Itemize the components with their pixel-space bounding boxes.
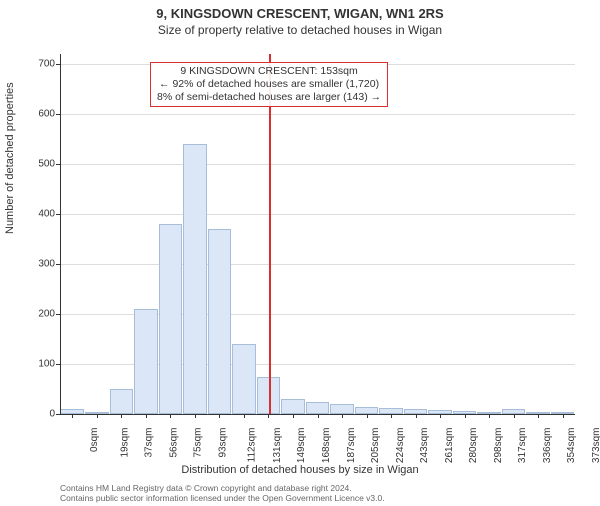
chart-plot-area: 01002003004005006007000sqm19sqm37sqm56sq…: [60, 54, 575, 414]
x-tick-label: 224sqm: [395, 428, 406, 464]
x-tick-label: 317sqm: [517, 428, 528, 464]
x-axis-title: Distribution of detached houses by size …: [0, 464, 600, 476]
annotation-line: ← 92% of detached houses are smaller (1,…: [157, 78, 381, 91]
histogram-bar: [134, 309, 158, 414]
annotation-box: 9 KINGSDOWN CRESCENT: 153sqm← 92% of det…: [150, 62, 388, 107]
histogram-bar: [232, 344, 256, 414]
histogram-bar: [208, 229, 232, 414]
x-tick-label: 298sqm: [493, 428, 504, 464]
x-tick-label: 187sqm: [346, 428, 357, 464]
x-tick-label: 56sqm: [168, 428, 179, 458]
x-tick-label: 75sqm: [193, 428, 204, 458]
footer-attribution: Contains HM Land Registry data © Crown c…: [60, 484, 385, 504]
histogram-bar: [355, 407, 379, 415]
grid-line: [60, 264, 575, 265]
chart-title: 9, KINGSDOWN CRESCENT, WIGAN, WN1 2RS: [0, 6, 600, 21]
x-tick-label: 37sqm: [144, 428, 155, 458]
annotation-line: 9 KINGSDOWN CRESCENT: 153sqm: [157, 65, 381, 78]
y-tick-label: 300: [15, 259, 55, 270]
x-tick-label: 19sqm: [119, 428, 130, 458]
x-tick-label: 336sqm: [542, 428, 553, 464]
histogram-bar: [330, 404, 354, 414]
histogram-bar: [110, 389, 134, 414]
x-tick-label: 373sqm: [591, 428, 600, 464]
grid-line: [60, 164, 575, 165]
y-tick-label: 600: [15, 109, 55, 120]
x-tick-label: 112sqm: [247, 428, 258, 463]
footer-line-2: Contains public sector information licen…: [60, 494, 385, 504]
x-tick-label: 168sqm: [321, 428, 332, 464]
y-axis-line: [60, 54, 61, 414]
marker-line: [269, 54, 271, 414]
plot-region: 01002003004005006007000sqm19sqm37sqm56sq…: [60, 54, 575, 414]
chart-subtitle: Size of property relative to detached ho…: [0, 23, 600, 37]
x-tick-label: 243sqm: [419, 428, 430, 464]
x-tick-label: 354sqm: [566, 428, 577, 464]
grid-line: [60, 114, 575, 115]
x-tick-label: 93sqm: [217, 428, 228, 458]
y-tick-label: 500: [15, 159, 55, 170]
x-tick-label: 280sqm: [468, 428, 479, 464]
y-tick-label: 700: [15, 59, 55, 70]
x-tick-label: 149sqm: [297, 428, 308, 464]
x-axis-line: [60, 414, 575, 415]
annotation-line: 8% of semi-detached houses are larger (1…: [157, 91, 381, 104]
grid-line: [60, 214, 575, 215]
histogram-bar: [306, 402, 330, 415]
x-tick-label: 0sqm: [89, 428, 100, 452]
x-tick-label: 261sqm: [444, 428, 455, 464]
y-tick-label: 200: [15, 309, 55, 320]
histogram-bar: [183, 144, 207, 414]
histogram-bar: [159, 224, 183, 414]
x-tick-label: 131sqm: [272, 428, 283, 464]
x-tick-label: 205sqm: [370, 428, 381, 464]
y-tick-label: 100: [15, 359, 55, 370]
y-tick-label: 0: [15, 409, 55, 420]
histogram-bar: [281, 399, 305, 414]
y-tick-label: 400: [15, 209, 55, 220]
